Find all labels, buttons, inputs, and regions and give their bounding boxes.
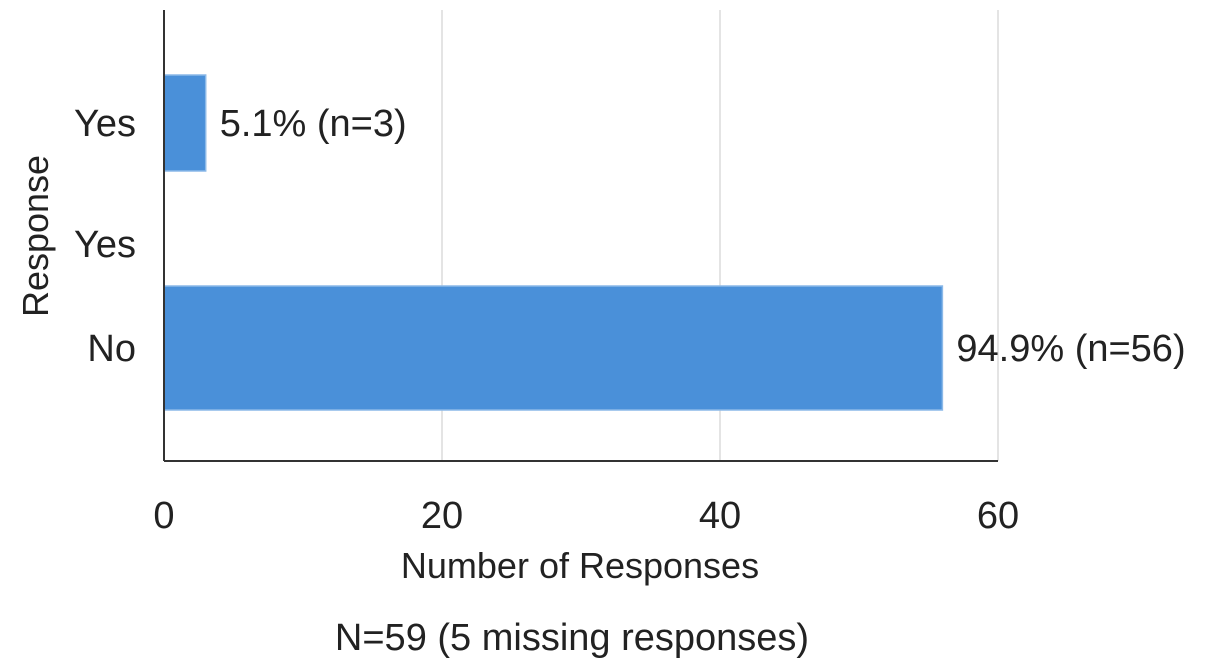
bar-no-2 <box>163 285 944 411</box>
y-tick-label-2: No <box>87 328 136 370</box>
x-tick-label-2: 40 <box>699 495 741 537</box>
y-tick-label-1: Yes <box>74 224 136 266</box>
axes <box>163 10 998 462</box>
x-tick-label-1: 20 <box>421 495 463 537</box>
y-tick-label-0: Yes <box>74 103 136 145</box>
data-labels: 5.1% (n=3) 94.9% (n=56) <box>220 103 1186 370</box>
y-axis-title: Response <box>15 155 56 317</box>
bar-yes-0 <box>163 74 207 172</box>
chart-footnote: N=59 (5 missing responses) <box>335 617 809 659</box>
y-tick-labels: Yes Yes No <box>74 103 136 370</box>
x-tick-label-3: 60 <box>977 495 1019 537</box>
x-axis-title: Number of Responses <box>401 545 759 586</box>
bars <box>163 74 944 411</box>
data-label-0: 5.1% (n=3) <box>220 103 407 145</box>
x-tick-label-0: 0 <box>153 495 174 537</box>
x-tick-labels: 0 20 40 60 <box>153 495 1019 537</box>
data-label-2: 94.9% (n=56) <box>956 328 1185 370</box>
